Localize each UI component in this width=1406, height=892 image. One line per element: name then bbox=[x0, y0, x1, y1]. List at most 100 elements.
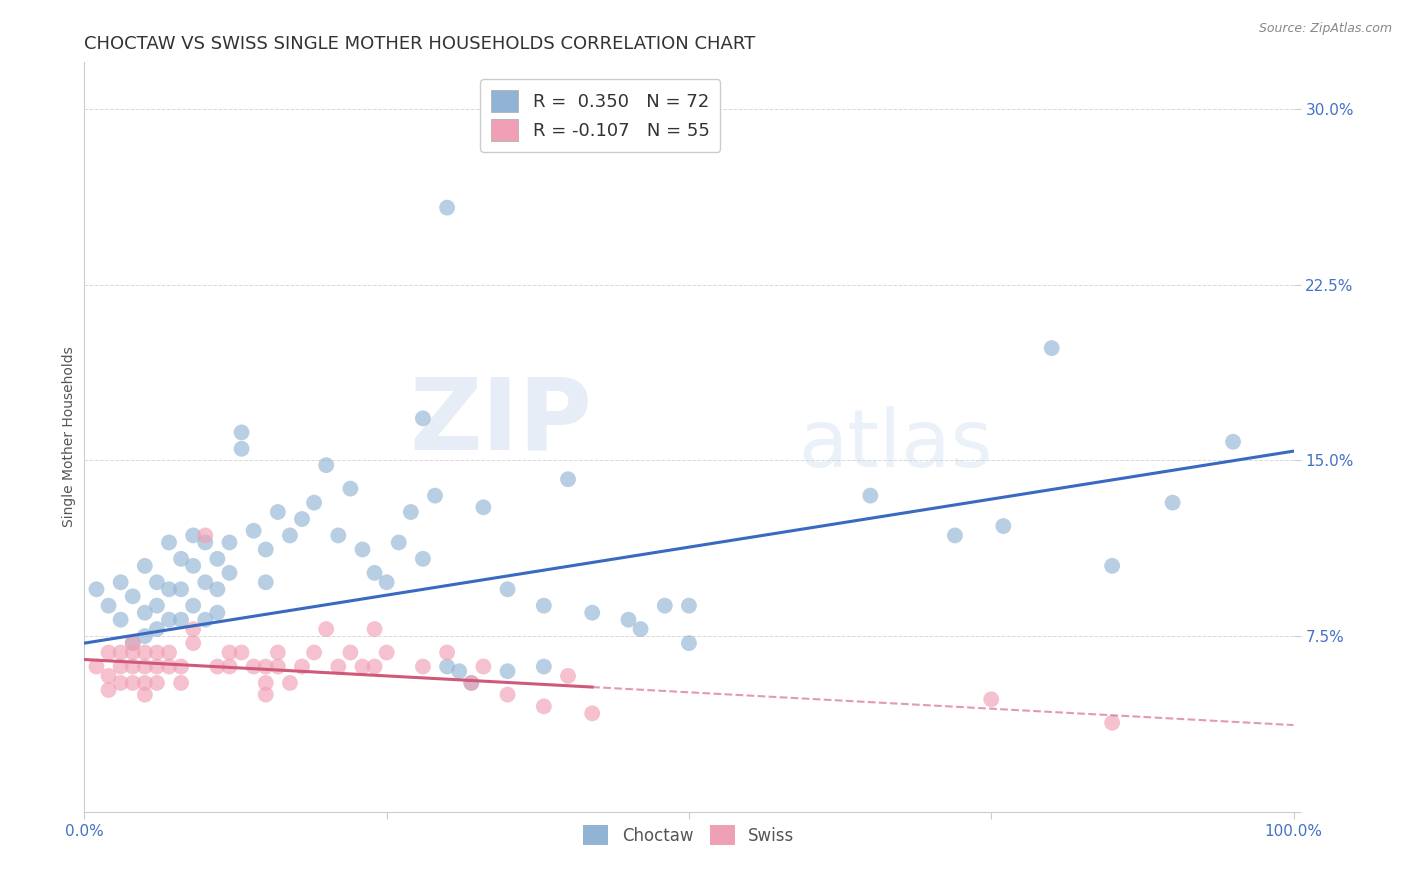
Point bbox=[267, 659, 290, 673]
Point bbox=[231, 425, 253, 440]
Text: atlas: atlas bbox=[797, 406, 993, 483]
Point bbox=[110, 659, 132, 673]
Point bbox=[533, 699, 555, 714]
Point bbox=[170, 582, 193, 597]
Point bbox=[315, 458, 337, 473]
Point bbox=[436, 659, 458, 673]
Point bbox=[194, 535, 217, 549]
Point bbox=[678, 636, 700, 650]
Point bbox=[121, 646, 143, 660]
Point bbox=[218, 535, 240, 549]
Point bbox=[134, 659, 156, 673]
Point bbox=[496, 688, 519, 702]
Point bbox=[412, 551, 434, 566]
Point bbox=[557, 472, 579, 486]
Point bbox=[121, 676, 143, 690]
Point bbox=[943, 528, 966, 542]
Point bbox=[146, 676, 169, 690]
Point bbox=[412, 659, 434, 673]
Point bbox=[157, 582, 180, 597]
Point bbox=[1101, 558, 1123, 573]
Point bbox=[231, 646, 253, 660]
Point bbox=[97, 669, 120, 683]
Point bbox=[207, 582, 229, 597]
Point bbox=[157, 659, 180, 673]
Point bbox=[110, 676, 132, 690]
Point bbox=[291, 512, 314, 526]
Point bbox=[1040, 341, 1063, 355]
Point bbox=[134, 558, 156, 573]
Point bbox=[146, 599, 169, 613]
Point bbox=[207, 659, 229, 673]
Point bbox=[302, 495, 325, 509]
Point bbox=[170, 659, 193, 673]
Point bbox=[1161, 495, 1184, 509]
Point bbox=[181, 599, 204, 613]
Point bbox=[581, 706, 603, 721]
Text: CHOCTAW VS SWISS SINGLE MOTHER HOUSEHOLDS CORRELATION CHART: CHOCTAW VS SWISS SINGLE MOTHER HOUSEHOLD… bbox=[84, 35, 755, 53]
Point bbox=[181, 622, 204, 636]
Point bbox=[678, 599, 700, 613]
Point bbox=[339, 482, 361, 496]
Point bbox=[194, 528, 217, 542]
Point bbox=[496, 664, 519, 679]
Point bbox=[363, 566, 385, 580]
Point bbox=[267, 505, 290, 519]
Point bbox=[134, 629, 156, 643]
Point bbox=[267, 646, 290, 660]
Point bbox=[460, 676, 482, 690]
Point bbox=[121, 590, 143, 604]
Point bbox=[254, 659, 277, 673]
Point bbox=[194, 575, 217, 590]
Point bbox=[352, 542, 374, 557]
Point bbox=[170, 551, 193, 566]
Point bbox=[363, 622, 385, 636]
Point bbox=[328, 528, 350, 542]
Point bbox=[86, 582, 108, 597]
Point bbox=[157, 535, 180, 549]
Point bbox=[218, 566, 240, 580]
Point bbox=[97, 683, 120, 698]
Point bbox=[194, 613, 217, 627]
Point bbox=[654, 599, 676, 613]
Point bbox=[110, 613, 132, 627]
Point bbox=[134, 646, 156, 660]
Point bbox=[146, 659, 169, 673]
Point bbox=[449, 664, 471, 679]
Point bbox=[157, 646, 180, 660]
Point bbox=[581, 606, 603, 620]
Point bbox=[207, 606, 229, 620]
Point bbox=[496, 582, 519, 597]
Text: Source: ZipAtlas.com: Source: ZipAtlas.com bbox=[1258, 22, 1392, 36]
Point bbox=[291, 659, 314, 673]
Point bbox=[339, 646, 361, 660]
Point bbox=[375, 646, 398, 660]
Point bbox=[170, 676, 193, 690]
Point bbox=[1222, 434, 1244, 449]
Point bbox=[146, 646, 169, 660]
Point bbox=[242, 659, 264, 673]
Point bbox=[181, 636, 204, 650]
Point bbox=[181, 558, 204, 573]
Point bbox=[436, 201, 458, 215]
Point bbox=[363, 659, 385, 673]
Point bbox=[254, 688, 277, 702]
Point bbox=[97, 646, 120, 660]
Point bbox=[170, 613, 193, 627]
Point bbox=[121, 659, 143, 673]
Point bbox=[110, 646, 132, 660]
Legend: Choctaw, Swiss: Choctaw, Swiss bbox=[576, 819, 801, 852]
Point bbox=[254, 542, 277, 557]
Point bbox=[399, 505, 422, 519]
Point bbox=[617, 613, 640, 627]
Point bbox=[436, 646, 458, 660]
Point bbox=[302, 646, 325, 660]
Point bbox=[146, 622, 169, 636]
Point bbox=[328, 659, 350, 673]
Point bbox=[121, 636, 143, 650]
Y-axis label: Single Mother Households: Single Mother Households bbox=[62, 347, 76, 527]
Point bbox=[472, 659, 495, 673]
Point bbox=[218, 659, 240, 673]
Point bbox=[146, 575, 169, 590]
Point bbox=[630, 622, 652, 636]
